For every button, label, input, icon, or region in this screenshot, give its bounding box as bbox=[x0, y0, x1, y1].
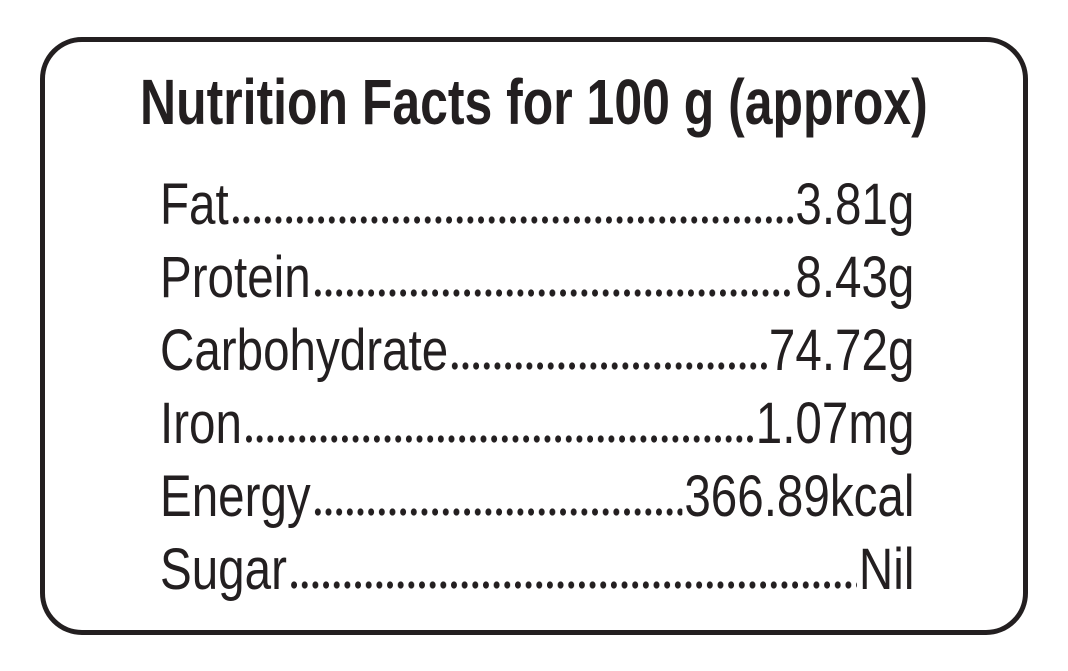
nutrient-row: Sugar Nil bbox=[160, 533, 914, 606]
dot-leader bbox=[312, 289, 794, 297]
nutrient-list: Fat 3.81g Protein 8.43g Carbohydrate 74.72g Ir… bbox=[160, 168, 914, 606]
nutrient-label: Protein bbox=[160, 245, 311, 310]
nutrient-label: Carbohydrate bbox=[160, 318, 449, 383]
nutrient-value: 366.89kcal bbox=[684, 464, 915, 529]
nutrient-row: Iron 1.07mg bbox=[160, 387, 914, 460]
dot-leader bbox=[312, 508, 683, 516]
dot-leader bbox=[243, 435, 755, 443]
nutrient-value: 1.07mg bbox=[755, 391, 915, 456]
nutrient-label: Iron bbox=[160, 391, 242, 456]
nutrient-label: Energy bbox=[160, 464, 311, 529]
dot-leader bbox=[449, 362, 768, 370]
nutrient-value: Nil bbox=[858, 537, 915, 602]
dot-leader bbox=[230, 216, 794, 224]
dot-leader bbox=[288, 581, 858, 589]
nutrient-value: 74.72g bbox=[768, 318, 915, 383]
label-panel bbox=[40, 37, 1028, 635]
nutrient-value: 8.43g bbox=[795, 245, 915, 310]
nutrient-row: Fat 3.81g bbox=[160, 168, 914, 241]
nutrient-row: Carbohydrate 74.72g bbox=[160, 314, 914, 387]
nutrient-label: Sugar bbox=[160, 537, 287, 602]
nutrient-value: 3.81g bbox=[795, 172, 915, 237]
nutrient-label: Fat bbox=[160, 172, 229, 237]
nutrient-row: Energy 366.89kcal bbox=[160, 460, 914, 533]
title: Nutrition Facts for 100 g (approx) bbox=[140, 66, 928, 138]
nutrient-row: Protein 8.43g bbox=[160, 241, 914, 314]
